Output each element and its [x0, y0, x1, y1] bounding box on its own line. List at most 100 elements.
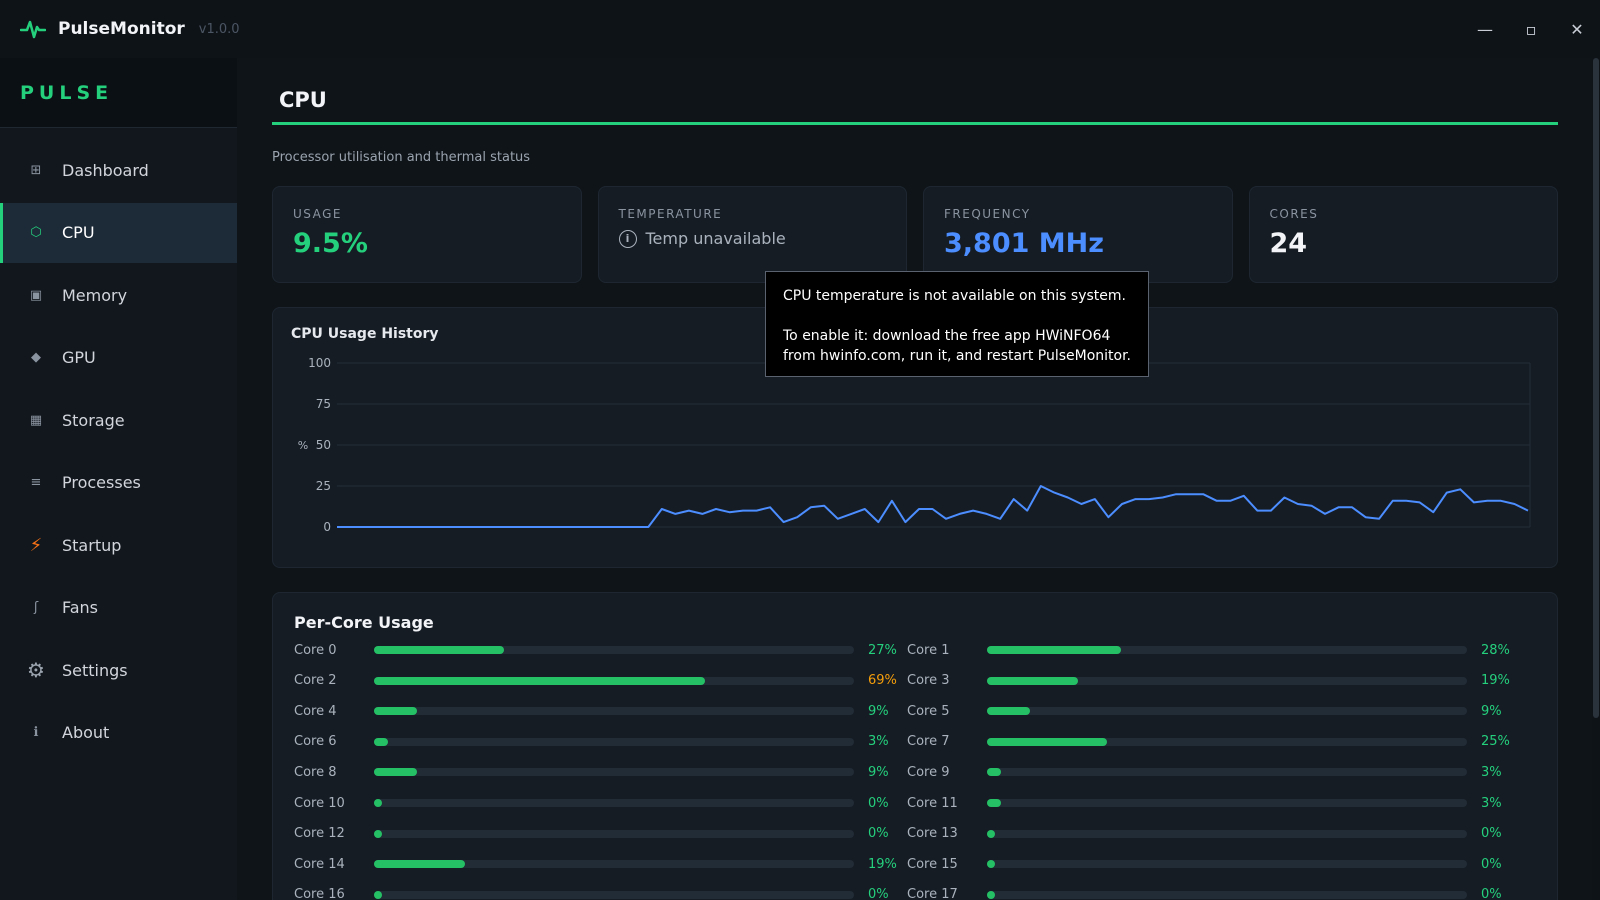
lightning-icon: ⚡: [29, 534, 43, 556]
page-title: CPU: [279, 88, 327, 112]
core-percent: 3%: [868, 734, 889, 750]
core-row: Core 8 9%: [294, 762, 908, 782]
core-label: Core 0: [294, 642, 337, 658]
core-bar-fill: [374, 737, 389, 746]
sidebar-item-label: Settings: [62, 660, 128, 680]
close-button[interactable]: ✕: [1570, 19, 1584, 39]
sidebar-item-gpu[interactable]: ◆ GPU: [0, 328, 237, 388]
tooltip-line-2: To enable it: download the free app HWiN…: [783, 328, 1132, 364]
sidebar-item-label: About: [62, 723, 110, 742]
sidebar-item-fans[interactable]: ʃ Fans: [0, 578, 237, 638]
core-percent: 3%: [1481, 795, 1502, 811]
page-subtitle: Processor utilisation and thermal status: [272, 150, 531, 165]
core-bar-track: [374, 799, 854, 807]
cpu-history-chart: 100 75 50 25 0%: [298, 356, 1531, 534]
sidebar-nav: ⊞ Dashboard ⬡ CPU ▣ Memory ◆ GPU ▦ Storage ≡ Proces…: [0, 140, 237, 763]
maximize-button[interactable]: ▫: [1525, 19, 1537, 39]
core-label: Core 5: [907, 703, 950, 719]
core-row: Core 15 0%: [907, 854, 1521, 874]
sidebar-item-about[interactable]: ℹ About: [0, 703, 237, 763]
sidebar-item-dashboard[interactable]: ⊞ Dashboard: [0, 140, 237, 200]
core-label: Core 4: [294, 703, 337, 719]
scrollbar[interactable]: [1592, 58, 1600, 900]
y-tick-label: 25: [316, 479, 331, 493]
core-percent: 27%: [868, 642, 897, 658]
core-row: Core 16 0%: [294, 885, 908, 900]
core-bar-track: [374, 707, 854, 716]
core-bar-track: [987, 860, 1467, 869]
core-row: Core 6 3%: [294, 732, 908, 752]
core-bar-track: [374, 829, 854, 838]
core-percent: 9%: [868, 703, 889, 719]
core-label: Core 1: [907, 642, 950, 658]
core-row: Core 2 69%: [294, 671, 908, 691]
y-tick-label: 50: [316, 438, 331, 452]
core-bar-track: [374, 737, 854, 746]
core-percent: 0%: [868, 795, 889, 811]
sidebar-item-cpu[interactable]: ⬡ CPU: [0, 202, 237, 263]
core-label: Core 15: [907, 856, 958, 872]
sidebar-item-label: Fans: [62, 598, 99, 617]
core-label: Core 8: [294, 764, 337, 780]
sidebar-item-memory[interactable]: ▣ Memory: [0, 265, 237, 325]
core-row: Core 12 0%: [294, 824, 908, 844]
core-bar-fill: [374, 829, 382, 838]
sidebar-item-label: Dashboard: [62, 160, 149, 180]
minimize-button[interactable]: —: [1477, 19, 1493, 39]
y-axis-label: %: [298, 439, 308, 452]
core-label: Core 17: [907, 887, 958, 900]
chart-title: CPU Usage History: [291, 326, 439, 342]
core-bar-fill: [987, 707, 1031, 716]
core-percent: 25%: [1481, 734, 1510, 750]
core-percent: 0%: [1481, 856, 1502, 872]
dashboard-icon: ⊞: [30, 162, 42, 178]
info-icon: ℹ: [33, 725, 39, 740]
core-row: Core 14 19%: [294, 854, 908, 874]
sidebar-item-startup[interactable]: ⚡ Startup: [0, 515, 237, 575]
info-icon[interactable]: i: [618, 229, 637, 248]
title-bar: PulseMonitor v1.0.0 — ▫ ✕: [0, 0, 1600, 58]
per-core-title: Per-Core Usage: [294, 613, 434, 632]
core-row: Core 10 0%: [294, 793, 908, 813]
core-bar-fill: [987, 799, 1002, 807]
cpu-usage-line: [337, 485, 1529, 528]
core-row: Core 17 0%: [907, 885, 1521, 900]
core-bar-track: [374, 646, 854, 654]
core-bar-track: [374, 890, 854, 899]
core-label: Core 11: [907, 795, 958, 811]
core-row: Core 11 3%: [907, 793, 1521, 813]
core-label: Core 16: [294, 887, 345, 900]
core-row: Core 7 25%: [907, 732, 1521, 752]
core-bar-fill: [374, 646, 504, 654]
sidebar-item-label: Processes: [62, 473, 141, 492]
core-bar-fill: [987, 829, 995, 838]
core-bar-fill: [987, 768, 1002, 777]
core-row: Core 1 28%: [907, 640, 1521, 660]
y-tick-label: 0: [323, 520, 331, 534]
core-bar-fill: [987, 860, 995, 869]
sidebar-item-label: Startup: [62, 535, 122, 555]
core-label: Core 9: [907, 764, 950, 780]
core-percent: 3%: [1481, 764, 1502, 780]
cores-value: 24: [1269, 228, 1308, 259]
stat-cards: USAGE 9.5% TEMPERATURE i Temp unavailabl…: [272, 186, 1558, 283]
sidebar-item-label: Storage: [62, 410, 125, 430]
core-bar-track: [987, 799, 1467, 807]
sidebar-item-label: GPU: [62, 348, 96, 367]
scrollbar-thumb[interactable]: [1593, 58, 1599, 718]
usage-value: 9.5%: [293, 228, 368, 259]
core-percent: 19%: [1481, 673, 1510, 689]
sidebar-item-label: Memory: [62, 285, 128, 305]
temperature-value: Temp unavailable: [645, 229, 786, 248]
usage-label: USAGE: [293, 207, 343, 221]
sidebar-item-settings[interactable]: ⚙ Settings: [0, 640, 237, 700]
core-bar-track: [987, 829, 1467, 838]
core-row: Core 0 27%: [294, 640, 908, 660]
core-bar-fill: [374, 768, 418, 777]
core-row: Core 13 0%: [907, 824, 1521, 844]
usage-card: USAGE 9.5%: [272, 186, 582, 283]
core-bar-fill: [987, 737, 1107, 746]
sidebar-item-storage[interactable]: ▦ Storage: [0, 390, 237, 450]
temperature-card[interactable]: TEMPERATURE i Temp unavailable: [597, 186, 907, 283]
sidebar-item-processes[interactable]: ≡ Processes: [0, 453, 237, 513]
